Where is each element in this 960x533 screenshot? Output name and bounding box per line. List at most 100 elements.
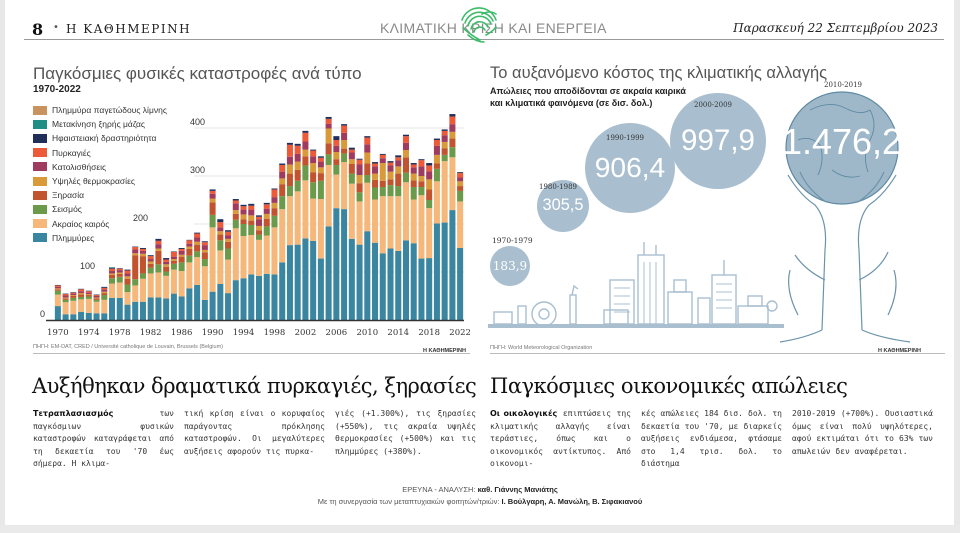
bar-segment-1985 <box>170 293 177 320</box>
bar-segment-1988 <box>194 251 201 258</box>
page-frame-right <box>954 0 960 533</box>
bar-segment-1973 <box>78 299 85 312</box>
bar-segment-2022 <box>457 190 464 202</box>
bar-segment-2018 <box>426 163 433 166</box>
bar-segment-1999 <box>279 184 286 197</box>
bar-segment-2012 <box>379 180 386 188</box>
bar-segment-1970 <box>54 290 61 295</box>
bar-segment-2017 <box>418 195 425 259</box>
bar-segment-2017 <box>418 176 425 182</box>
bar-segment-2002 <box>302 130 309 133</box>
bar-segment-2016 <box>410 243 417 320</box>
legend-item: Υψηλές θερμοκρασίες <box>33 174 167 188</box>
bar-segment-1977 <box>109 271 116 274</box>
bar-segment-2009 <box>356 244 363 320</box>
bar-segment-1988 <box>194 232 201 234</box>
bar-segment-2018 <box>426 208 433 259</box>
bar-segment-1991 <box>217 250 224 284</box>
bar-segment-1975 <box>93 299 100 302</box>
bar-segment-2004 <box>317 173 324 181</box>
bar-segment-2002 <box>302 180 309 239</box>
bar-segment-2002 <box>302 141 309 150</box>
bar-segment-2005 <box>325 226 332 320</box>
bar-segment-1972 <box>70 314 77 320</box>
bar-segment-1989 <box>201 299 208 320</box>
brand-credit: Η ΚΑΘΗΜΕΡΙΝΗ <box>878 348 921 354</box>
bar-segment-1999 <box>279 164 286 172</box>
y-tick-label: 0 <box>40 309 45 319</box>
bar-segment-2020 <box>441 129 448 131</box>
legend-swatch <box>33 204 47 214</box>
legend-label: Πλημμύρες <box>52 232 95 243</box>
legend-label: Υψηλές θερμοκρασίες <box>52 176 135 187</box>
bar-segment-1993 <box>232 199 239 201</box>
bar-segment-1983 <box>155 250 162 265</box>
bar-segment-2018 <box>426 171 433 180</box>
bar-segment-1979 <box>124 270 131 274</box>
y-tick-label: 100 <box>80 261 95 271</box>
bar-segment-2003 <box>310 150 317 157</box>
x-tick-label: 1990 <box>202 328 224 338</box>
bar-segment-1977 <box>109 267 116 269</box>
bar-segment-2007 <box>341 140 348 149</box>
page-frame-bottom <box>0 525 960 533</box>
x-tick-label: 2002 <box>295 328 317 338</box>
bar-segment-2008 <box>348 183 355 239</box>
legend-label: Μετακίνηση ξηρής μάζας <box>52 119 146 130</box>
bar-segment-1994 <box>240 206 247 210</box>
bar-segment-1995 <box>248 209 255 216</box>
bar-segment-1984 <box>163 271 170 276</box>
bar-segment-1970 <box>54 306 61 320</box>
bar-segment-2022 <box>457 177 464 182</box>
bar-segment-2018 <box>426 258 433 320</box>
bar-segment-2001 <box>294 145 301 154</box>
bar-segment-1975 <box>93 296 100 298</box>
bar-segment-1972 <box>70 293 77 296</box>
bar-segment-2004 <box>317 199 324 259</box>
bar-segment-2011 <box>372 179 379 188</box>
bar-segment-1995 <box>248 205 255 210</box>
bar-segment-1988 <box>194 244 201 252</box>
bar-segment-1989 <box>201 249 208 253</box>
infographic-source: ΠΗΓΗ: World Meteorological Organization <box>490 345 593 351</box>
bar-segment-1981 <box>139 248 146 251</box>
bar-segment-2005 <box>325 116 332 119</box>
bar-segment-1993 <box>232 200 239 204</box>
bar-segment-1998 <box>271 227 278 275</box>
bar-segment-1999 <box>279 178 286 185</box>
bar-segment-1982 <box>147 267 154 274</box>
bar-segment-1983 <box>155 272 162 298</box>
x-tick-label: 2014 <box>387 328 409 338</box>
bar-segment-1974 <box>85 294 92 296</box>
bar-segment-1978 <box>116 273 123 277</box>
bar-segment-1977 <box>109 273 116 275</box>
bar-segment-1985 <box>170 260 177 264</box>
legend-swatch <box>33 105 47 115</box>
bar-segment-2004 <box>317 156 324 158</box>
bar-segment-1992 <box>225 235 232 239</box>
bar-segment-2005 <box>325 128 332 144</box>
bar-segment-1999 <box>279 171 286 179</box>
y-tick-label: 200 <box>133 213 148 223</box>
bar-segment-1972 <box>70 296 77 298</box>
bar-segment-1974 <box>85 312 92 320</box>
bar-segment-1972 <box>70 295 77 296</box>
bar-segment-2008 <box>348 238 355 320</box>
bar-segment-1986 <box>178 262 185 272</box>
bar-segment-2018 <box>426 179 433 190</box>
bar-segment-1987 <box>186 248 193 256</box>
bar-segment-1973 <box>78 289 85 292</box>
bar-segment-1982 <box>147 259 154 262</box>
bar-segment-2013 <box>387 185 394 197</box>
bar-segment-2021 <box>449 147 456 158</box>
bar-segment-2008 <box>348 149 355 153</box>
bar-segment-2011 <box>372 163 379 167</box>
bar-segment-2003 <box>310 198 317 241</box>
bar-segment-1993 <box>232 228 239 281</box>
bar-segment-1988 <box>194 233 201 238</box>
bar-segment-1981 <box>139 250 146 254</box>
bar-segment-1999 <box>279 196 286 210</box>
bar-segment-2017 <box>418 181 425 188</box>
bar-segment-2007 <box>341 153 348 163</box>
bar-segment-1989 <box>201 259 208 267</box>
